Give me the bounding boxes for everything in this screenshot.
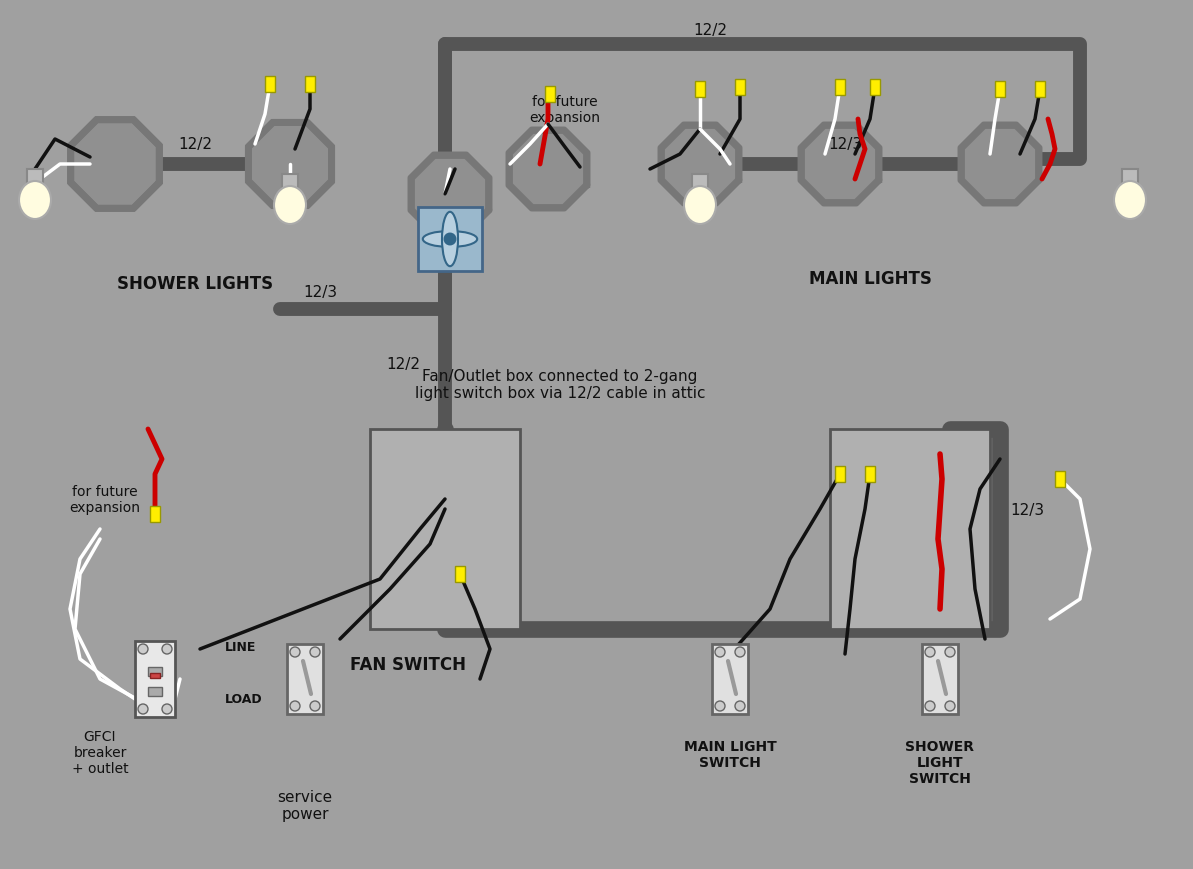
Text: LOAD: LOAD bbox=[225, 693, 262, 706]
Bar bbox=[135, 641, 175, 717]
Circle shape bbox=[945, 647, 956, 657]
Bar bbox=[830, 429, 990, 629]
Bar bbox=[418, 208, 482, 272]
Text: LINE: LINE bbox=[225, 640, 256, 653]
Text: SHOWER LIGHTS: SHOWER LIGHTS bbox=[117, 275, 273, 293]
Circle shape bbox=[162, 704, 172, 714]
Circle shape bbox=[715, 701, 725, 711]
Bar bbox=[545, 87, 555, 103]
Bar bbox=[1055, 472, 1065, 488]
Bar bbox=[922, 644, 958, 714]
Text: MAIN LIGHTS: MAIN LIGHTS bbox=[809, 269, 932, 288]
Bar bbox=[455, 567, 465, 582]
Text: MAIN LIGHT
SWITCH: MAIN LIGHT SWITCH bbox=[684, 740, 777, 769]
Polygon shape bbox=[661, 126, 738, 203]
Circle shape bbox=[444, 234, 456, 245]
Text: 12/2: 12/2 bbox=[693, 23, 727, 38]
Bar bbox=[148, 667, 162, 676]
Polygon shape bbox=[509, 131, 587, 209]
Ellipse shape bbox=[422, 232, 477, 248]
Circle shape bbox=[735, 701, 744, 711]
Bar bbox=[1121, 169, 1138, 188]
Text: 12/3: 12/3 bbox=[303, 285, 338, 300]
Text: 12/2: 12/2 bbox=[178, 136, 212, 152]
Bar bbox=[282, 175, 298, 193]
Circle shape bbox=[735, 647, 744, 657]
Bar bbox=[995, 82, 1005, 98]
Bar bbox=[148, 687, 162, 696]
Polygon shape bbox=[412, 156, 489, 234]
Ellipse shape bbox=[1114, 182, 1146, 220]
Text: 12/3: 12/3 bbox=[1010, 502, 1044, 517]
Bar bbox=[712, 644, 748, 714]
Circle shape bbox=[945, 701, 956, 711]
Bar bbox=[1036, 82, 1045, 98]
Ellipse shape bbox=[684, 187, 716, 225]
Polygon shape bbox=[802, 126, 879, 203]
Bar bbox=[692, 175, 707, 193]
Circle shape bbox=[925, 647, 935, 657]
Circle shape bbox=[310, 701, 320, 711]
Polygon shape bbox=[248, 123, 332, 206]
Text: 12/2: 12/2 bbox=[387, 357, 420, 372]
Ellipse shape bbox=[274, 187, 305, 225]
Bar bbox=[865, 467, 874, 482]
Circle shape bbox=[925, 701, 935, 711]
Bar bbox=[735, 80, 744, 96]
Bar bbox=[150, 673, 160, 678]
Ellipse shape bbox=[19, 182, 51, 220]
Bar bbox=[370, 429, 520, 629]
Text: Fan/Outlet box connected to 2-gang
light switch box via 12/2 cable in attic: Fan/Outlet box connected to 2-gang light… bbox=[415, 368, 705, 401]
Text: for future
expansion: for future expansion bbox=[69, 484, 141, 514]
Bar bbox=[696, 82, 705, 98]
Ellipse shape bbox=[441, 213, 458, 267]
Circle shape bbox=[310, 647, 320, 657]
Text: service
power: service power bbox=[278, 789, 333, 821]
Text: GFCI
breaker
+ outlet: GFCI breaker + outlet bbox=[72, 729, 129, 775]
Circle shape bbox=[138, 704, 148, 714]
Circle shape bbox=[138, 644, 148, 654]
Bar bbox=[835, 467, 845, 482]
Polygon shape bbox=[70, 121, 160, 209]
Circle shape bbox=[290, 647, 299, 657]
Bar bbox=[265, 77, 276, 93]
Circle shape bbox=[162, 644, 172, 654]
Bar bbox=[305, 77, 315, 93]
Text: for future
expansion: for future expansion bbox=[530, 95, 600, 125]
Bar bbox=[870, 80, 880, 96]
Bar bbox=[27, 169, 43, 188]
Bar bbox=[288, 644, 323, 714]
Polygon shape bbox=[962, 126, 1039, 203]
Bar bbox=[150, 507, 160, 522]
Circle shape bbox=[290, 701, 299, 711]
Text: FAN SWITCH: FAN SWITCH bbox=[350, 655, 466, 673]
Text: SHOWER
LIGHT
SWITCH: SHOWER LIGHT SWITCH bbox=[905, 740, 975, 786]
Text: 12/3: 12/3 bbox=[828, 136, 863, 152]
Circle shape bbox=[715, 647, 725, 657]
Bar bbox=[835, 80, 845, 96]
